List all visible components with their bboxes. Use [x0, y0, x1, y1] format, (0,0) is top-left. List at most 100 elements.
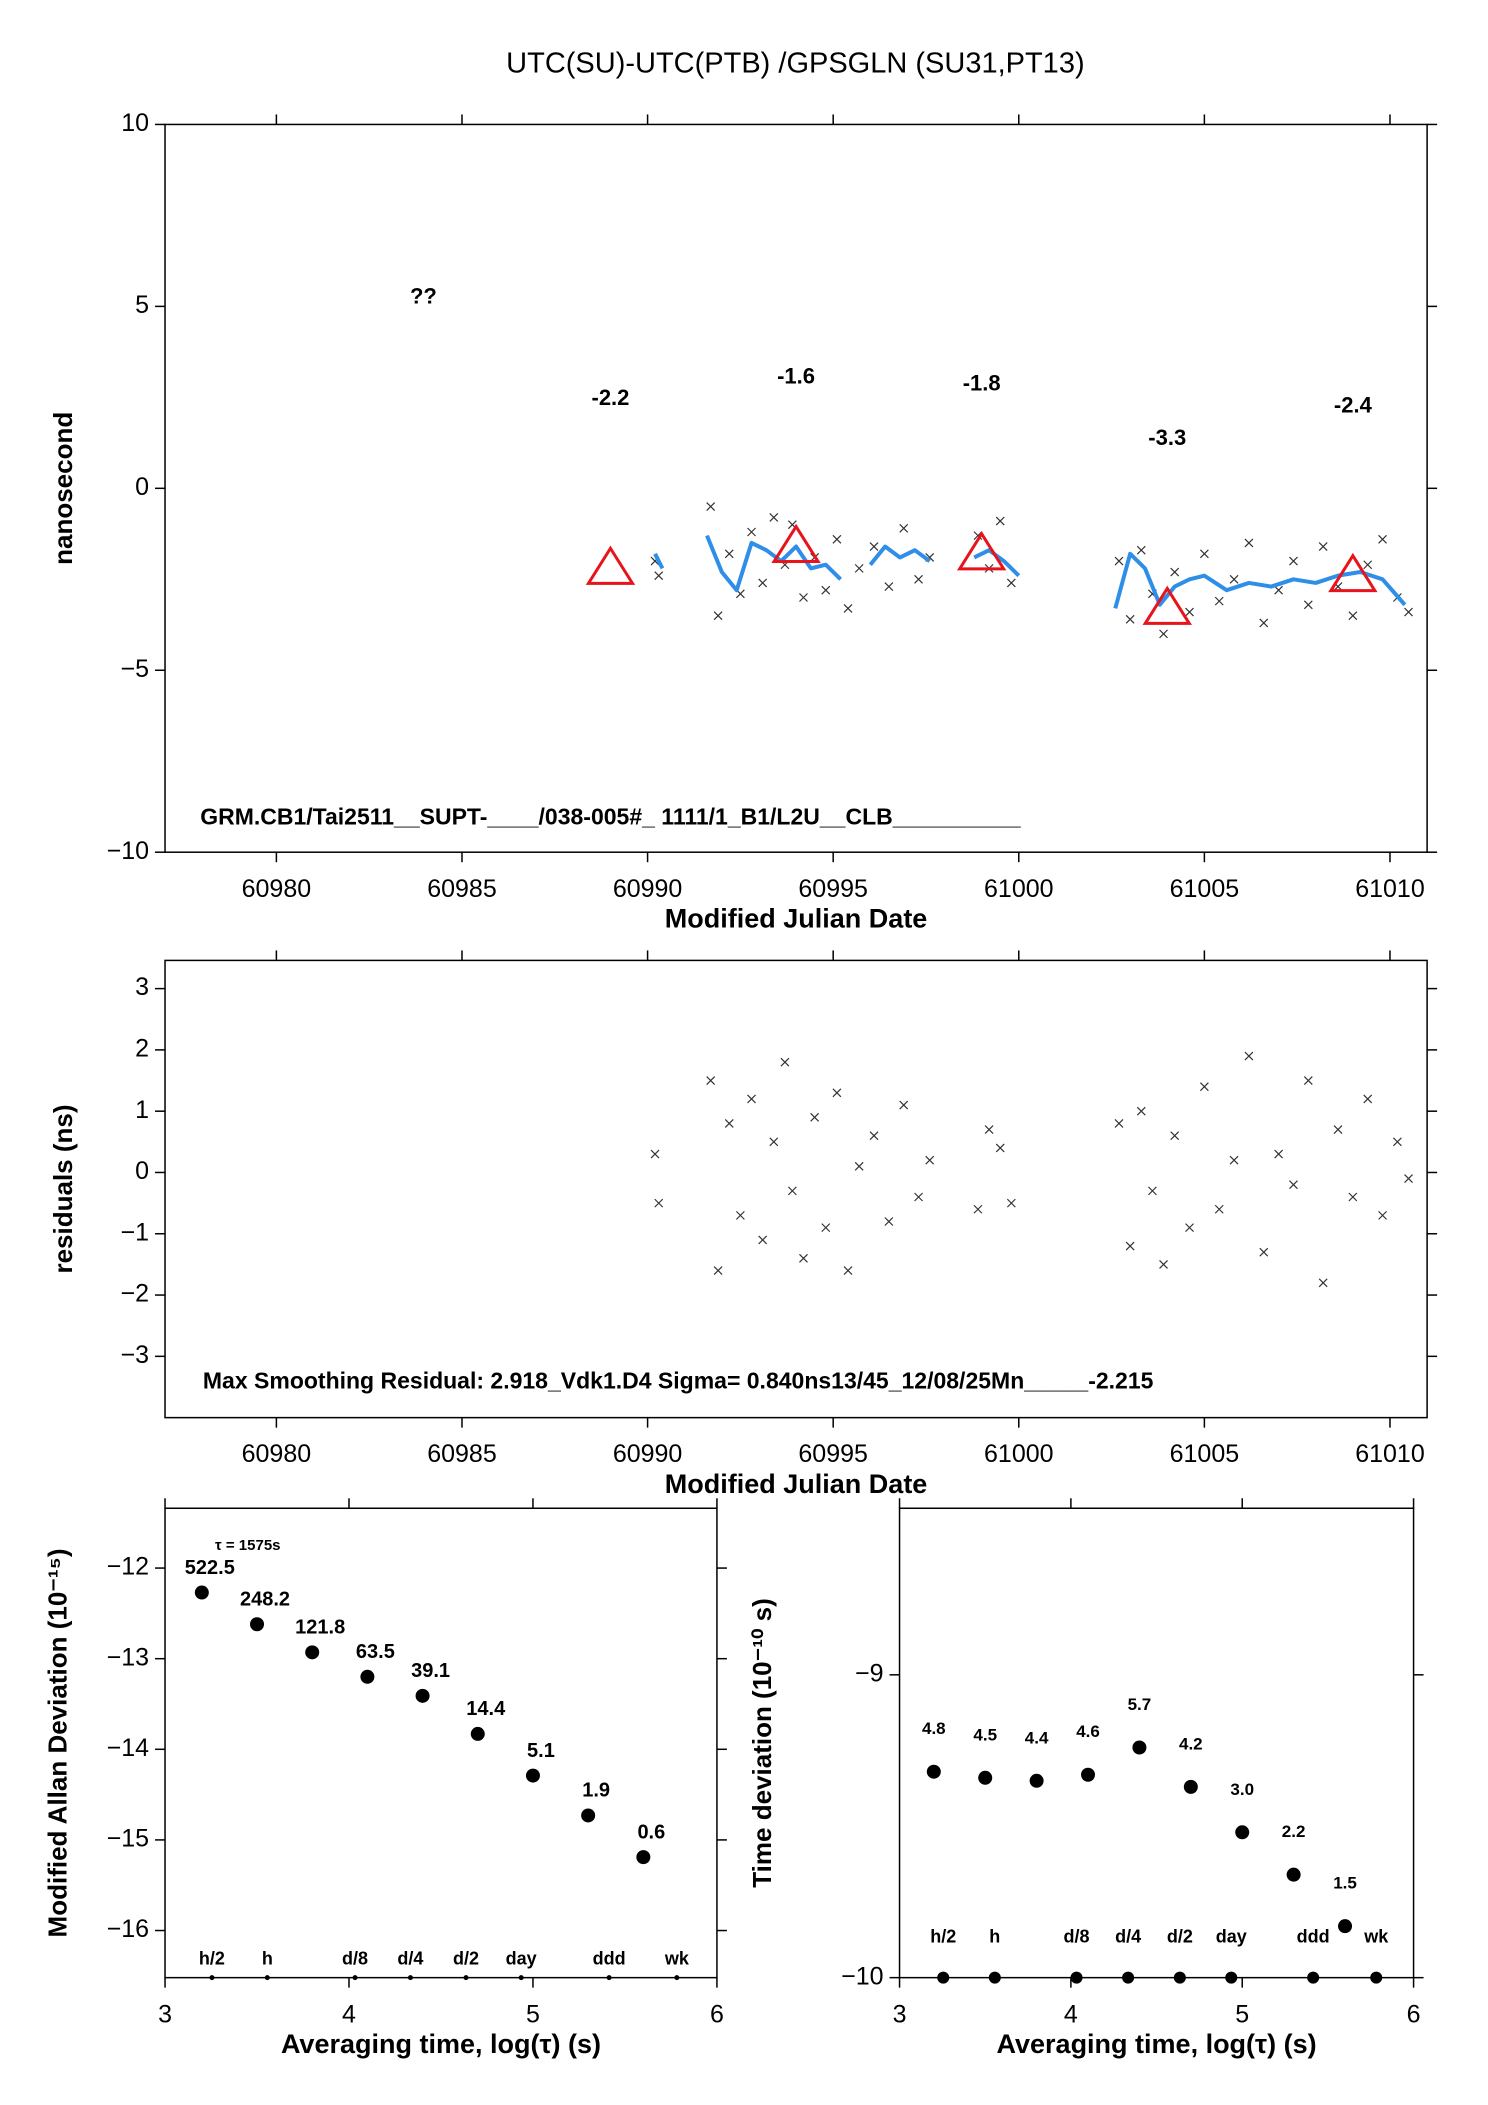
data-point: [978, 1770, 993, 1785]
data-point: [713, 611, 723, 621]
x-tick-label: 61010: [1355, 875, 1425, 903]
y-tick-label: −10: [107, 837, 149, 865]
data-point: [581, 1808, 596, 1823]
y-tick-label: −10: [841, 1962, 883, 1990]
data-point: [832, 534, 842, 544]
data-point: [654, 1198, 664, 1208]
data-point: [1348, 1192, 1358, 1202]
data-point: [1348, 611, 1358, 621]
data-point: [769, 513, 779, 522]
y-tick-label: −16: [107, 1915, 149, 1943]
data-point: [1185, 607, 1194, 617]
x-tick-label: 61000: [984, 1440, 1054, 1468]
tau-marker-label: h: [262, 1948, 273, 1968]
plot-frame: [164, 1507, 718, 1979]
tau-marker: [1122, 1971, 1135, 1984]
data-point: [769, 1137, 779, 1147]
triangle-marker: [1142, 585, 1192, 625]
data-point: [1259, 618, 1269, 628]
tau-marker-label: d/4: [1115, 1926, 1141, 1946]
tau-marker: [1370, 1971, 1383, 1984]
data-point: [654, 571, 664, 581]
x-tick-label: 3: [893, 2000, 907, 2028]
data-point: [1392, 1137, 1402, 1147]
tau-marker: [937, 1971, 950, 1984]
data-point: [1147, 1186, 1157, 1196]
tau-marker-label: d/2: [1167, 1926, 1193, 1946]
x-axis-label: Averaging time, log(τ) (s): [997, 2029, 1317, 2059]
data-point: [854, 1161, 864, 1171]
y-tick-label: 1: [135, 1096, 149, 1124]
point-label: 4.6: [1076, 1722, 1100, 1741]
data-point: [1378, 1210, 1387, 1220]
x-tick-label: 60985: [427, 1440, 497, 1468]
tau-marker: [988, 1971, 1001, 1984]
data-point: [1199, 549, 1209, 559]
tau-marker: [407, 1975, 413, 1981]
data-point: [884, 582, 894, 591]
data-point: [1244, 538, 1254, 548]
tau-marker: [209, 1975, 215, 1981]
data-point: [1229, 574, 1239, 584]
point-label: 5.7: [1128, 1695, 1152, 1714]
data-point: [1132, 1740, 1147, 1755]
data-point: [1125, 1241, 1135, 1251]
data-point: [1289, 556, 1298, 566]
data-point: [810, 1112, 820, 1122]
x-tick-label: 61005: [1170, 1440, 1240, 1468]
data-point: [747, 527, 756, 537]
data-point: [1289, 1180, 1298, 1190]
tau-marker-label: d/4: [397, 1948, 423, 1968]
data-point: [854, 563, 864, 573]
data-point: [973, 1204, 983, 1214]
data-point: [1404, 607, 1413, 617]
y-tick-label: −15: [107, 1825, 149, 1853]
x-tick-label: 60985: [427, 875, 497, 903]
value-label: -1.6: [777, 363, 815, 388]
triangle-marker: [771, 523, 821, 564]
annotation: τ = 1575s: [215, 1537, 281, 1554]
data-point: [1029, 1773, 1044, 1788]
data-point: [1333, 1125, 1343, 1134]
y-axis-label: residuals (ns): [48, 1104, 78, 1273]
data-point: [787, 1186, 797, 1196]
x-tick-label: 60980: [242, 875, 312, 903]
data-point: [415, 1688, 430, 1703]
data-point: [1114, 556, 1124, 566]
tau-marker: [606, 1975, 612, 1981]
x-tick-label: 61000: [984, 875, 1054, 903]
x-tick-label: 60995: [798, 1440, 868, 1468]
data-point: [925, 1155, 935, 1165]
point-label: 5.1: [527, 1740, 555, 1762]
data-point: [984, 1125, 994, 1134]
tau-marker: [1225, 1971, 1238, 1984]
y-axis-label: Time deviation (10⁻¹⁰ s): [747, 1598, 777, 1888]
y-tick-label: 5: [135, 291, 149, 319]
point-label: 0.6: [637, 1821, 665, 1843]
data-point: [821, 1223, 831, 1233]
point-label: 1.5: [1333, 1874, 1357, 1893]
data-point: [1136, 1106, 1146, 1116]
point-label: 4.8: [922, 1719, 946, 1738]
data-point: [843, 1266, 853, 1275]
chart-title: UTC(SU)-UTC(PTB) /GPSGLN (SU31,PT13): [506, 48, 1084, 80]
tau-marker-label: day: [1216, 1926, 1247, 1946]
data-point: [1159, 629, 1168, 639]
tau-marker-label: d/2: [453, 1948, 479, 1968]
data-point: [1363, 1094, 1373, 1104]
tau-marker: [463, 1975, 469, 1981]
x-tick-label: 60990: [613, 1440, 683, 1468]
data-point: [1199, 1082, 1209, 1092]
tau-marker: [1070, 1971, 1083, 1984]
tau-marker: [1307, 1971, 1320, 1984]
data-point: [1214, 596, 1224, 606]
smoothed-line: [653, 534, 1407, 609]
point-label: 522.5: [185, 1557, 235, 1579]
data-point: [832, 1088, 842, 1098]
data-point: [525, 1768, 540, 1783]
x-tick-label: 5: [526, 2000, 540, 2028]
tau-marker-label: h/2: [199, 1948, 225, 1968]
data-point: [1303, 1076, 1313, 1085]
